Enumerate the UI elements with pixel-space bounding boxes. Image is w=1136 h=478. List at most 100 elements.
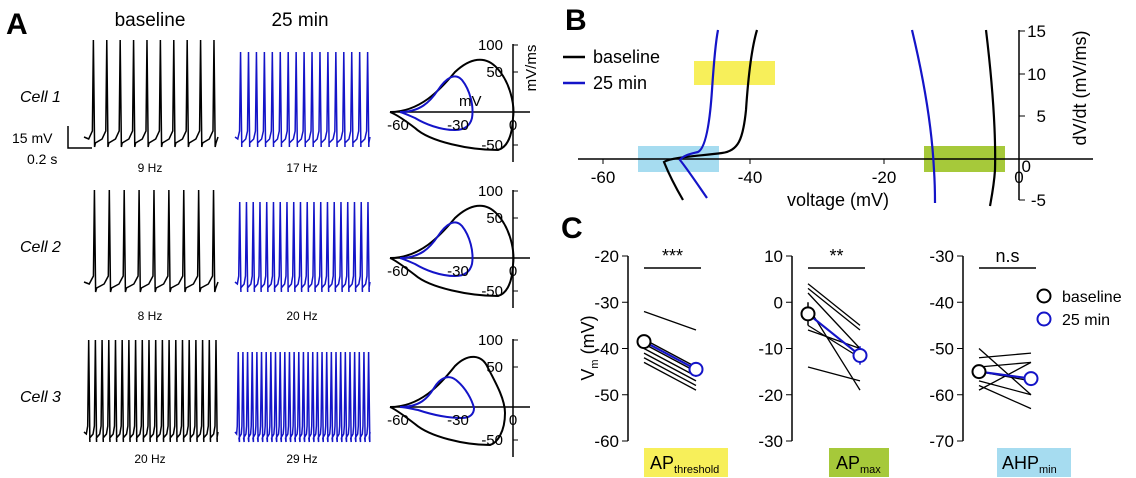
- c-y-tick-3: -10: [758, 340, 783, 359]
- b-25min-trace-falling: [910, 29, 937, 204]
- cell-3-baseline-rate: 20 Hz: [134, 452, 165, 466]
- c-cell-line-2: [807, 287, 861, 331]
- panel-c-letter: C: [561, 212, 583, 245]
- spike-traces: [83, 39, 371, 443]
- phase-y-tick-3: -50: [481, 283, 503, 300]
- c-y-label-sub: m: [589, 359, 601, 368]
- c-y-tick-1: -20: [594, 247, 619, 266]
- c-y-tick-3: -50: [929, 340, 954, 359]
- b-y-label: dV/dt (mV/ms): [1070, 30, 1090, 145]
- phase-y-tick-2: 50: [486, 64, 503, 81]
- cell-1-baseline-rate: 9 Hz: [138, 161, 163, 175]
- scale-bar-s: 0.2 s: [27, 151, 57, 167]
- cell-1-25min-trace: [234, 51, 371, 148]
- c-y-tick-5: -30: [758, 432, 783, 451]
- phase-x-tick-1: -60: [387, 263, 409, 280]
- ap-threshold-sub: threshold: [674, 464, 719, 476]
- c-cell-line-3: [978, 361, 1032, 368]
- c-25min-mean-marker: [1023, 371, 1039, 387]
- c-cell-line-1: [643, 310, 697, 331]
- c-y-label-unit: (mV): [578, 315, 598, 359]
- ap-threshold-label-box: [644, 448, 728, 477]
- phase-y-tick-1: 100: [478, 332, 503, 349]
- c-y-tick-1: 10: [764, 247, 783, 266]
- c-y-label: Vm (mV): [578, 315, 601, 380]
- ap-threshold-label: APthreshold: [650, 453, 719, 476]
- c-y-tick-2: 0: [774, 293, 783, 312]
- c-cell-line-6: [978, 384, 1032, 410]
- c-cell-line-2: [643, 338, 697, 368]
- b-y-tick-2: 10: [1027, 65, 1046, 84]
- cell-1-25min-rate: 17 Hz: [286, 161, 317, 175]
- c-y-tick-4: -20: [758, 386, 783, 405]
- c-significance: ***: [662, 246, 683, 266]
- c-y-tick-2: -40: [929, 293, 954, 312]
- phase-x-tick-2: -30: [447, 263, 469, 280]
- col-header-baseline: baseline: [115, 10, 186, 31]
- svg-text:Vm (mV): Vm (mV): [578, 315, 601, 380]
- phase-25min-loop: [399, 376, 476, 420]
- phase-x-unit: mV: [459, 93, 482, 110]
- ap-max-label-box: [829, 448, 889, 477]
- c-cell-line-5: [807, 324, 861, 359]
- c-cell-line-2: [978, 352, 1032, 359]
- cell-3-25min-trace: [234, 351, 371, 443]
- panel-b-letter: B: [565, 4, 587, 37]
- cell-2-baseline-rate: 8 Hz: [138, 309, 163, 323]
- c-y-tick-1: -30: [929, 247, 954, 266]
- b-y-tick-4: 0: [1022, 157, 1031, 176]
- c-cell-line-5: [643, 352, 697, 382]
- panel-a-letter: A: [6, 8, 28, 41]
- c-cell-line-1: [807, 283, 861, 326]
- scale-bar: [67, 126, 92, 149]
- c-cell-line-5: [978, 380, 1032, 396]
- b-baseline-trace-rising: [662, 29, 759, 201]
- c-legend-25min: 25 min: [1062, 312, 1110, 329]
- c-25min-mean-marker: [852, 347, 868, 363]
- ahp-min-sub: min: [1039, 464, 1057, 476]
- cell-3-baseline-trace: [83, 339, 219, 443]
- b-legend-25min: 25 min: [593, 73, 647, 93]
- c-y-tick-5: -70: [929, 432, 954, 451]
- phase-x-tick-2: -30: [447, 117, 469, 134]
- cell-3-label: Cell 3: [20, 389, 61, 406]
- b-y-tick-5: -5: [1031, 191, 1046, 210]
- c-cell-line-7: [978, 361, 1032, 391]
- c-cell-line-3: [643, 343, 697, 373]
- cell-2-label: Cell 2: [20, 239, 61, 256]
- c-mean-line: [807, 312, 861, 357]
- phase-baseline-loop: [389, 355, 507, 447]
- c-y-tick-5: -60: [594, 432, 619, 451]
- c-significance: n.s: [995, 246, 1019, 266]
- c-legend-baseline: baseline: [1062, 289, 1122, 306]
- c-cell-line-7: [807, 366, 861, 382]
- phase-y-tick-2: 50: [486, 210, 503, 227]
- c-cell-line-6: [807, 329, 861, 350]
- ap-max-label: APmax: [836, 453, 881, 476]
- cell-1-label: Cell 1: [20, 89, 61, 106]
- c-y-label-main: V: [578, 369, 598, 381]
- phase-25min-loop: [399, 75, 474, 132]
- cell-2-25min-rate: 20 Hz: [286, 309, 317, 323]
- c-legend-25min-marker: [1036, 311, 1052, 327]
- phase-x-tick-1: -60: [387, 117, 409, 134]
- phase-y-tick-1: 100: [478, 37, 503, 54]
- phase-x-tick-2: -30: [447, 412, 469, 429]
- cell-3-25min-rate: 29 Hz: [286, 452, 317, 466]
- col-header-25min: 25 min: [271, 10, 328, 31]
- c-significance: **: [829, 246, 843, 266]
- c-cell-line-1: [978, 348, 1032, 396]
- c-y-tick-4: -50: [594, 386, 619, 405]
- c-y-tick-4: -60: [929, 386, 954, 405]
- phase-y-tick-3: -50: [481, 137, 503, 154]
- c-cell-line-3: [807, 292, 861, 349]
- b-baseline-trace-falling: [984, 29, 997, 207]
- ahp-min-main: AHP: [1002, 453, 1039, 473]
- c-plot-3: -30 -40 -50 -60 -70 n.s: [929, 246, 1039, 451]
- c-cell-line-4: [643, 347, 697, 377]
- phase-plot-cell-1: -60 -30 0 100 50 -50 mV mV/ms: [387, 37, 540, 162]
- phase-x-tick-3: 0: [509, 117, 517, 134]
- b-x-label: voltage (mV): [787, 190, 889, 210]
- phase-y-tick-1: 100: [478, 183, 503, 200]
